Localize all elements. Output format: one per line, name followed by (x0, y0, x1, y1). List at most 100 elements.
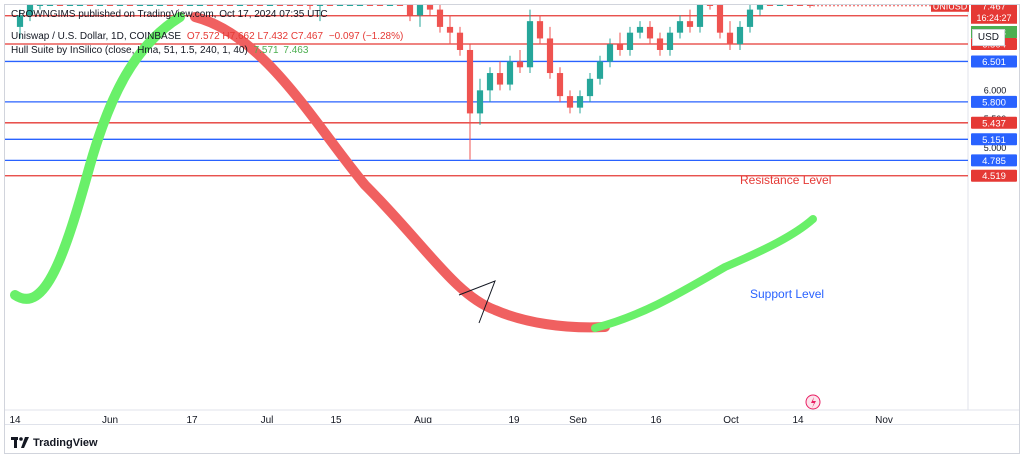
symbol-tag-label: UNIUSD (933, 5, 968, 11)
level-badge (971, 169, 1017, 182)
candle-body (406, 5, 414, 16)
symbol-tag (931, 5, 969, 12)
candle-body (206, 5, 214, 6)
last-price-badge (971, 5, 1017, 24)
candle-body (136, 5, 144, 6)
price-tick-label: 6.000 (984, 85, 1007, 95)
footer-divider (5, 424, 1019, 425)
candle-body (356, 5, 364, 6)
candle-body (616, 44, 624, 50)
date-tick-label: Jul (261, 415, 274, 423)
candle-body (436, 9, 444, 27)
candle-body (266, 5, 274, 6)
candle-body (116, 5, 124, 6)
candle-body (796, 5, 804, 6)
candle-body (106, 5, 114, 6)
candle-body (576, 96, 584, 108)
bar-timer-label: 16:24:27 (976, 13, 1011, 23)
candle-body (426, 5, 434, 10)
level-badge-label: 4.519 (982, 171, 1006, 182)
currency-button[interactable]: USD (971, 29, 1005, 46)
level-badge (971, 95, 1017, 108)
date-tick-label: 17 (186, 415, 198, 423)
lightning-icon (811, 397, 816, 408)
candle-body (566, 96, 574, 108)
candle-body (236, 5, 244, 6)
level-badge-label: 5.437 (982, 118, 1006, 129)
candle-body (416, 5, 424, 16)
candle-body (346, 5, 354, 6)
candle-body (666, 32, 674, 50)
date-tick-label: Jun (102, 415, 118, 423)
tradingview-logo-icon (11, 437, 29, 448)
symbol-legend[interactable]: Uniswap / U.S. Dollar, 1D, COINBASE O7.5… (11, 31, 403, 42)
footer: TradingView (11, 437, 98, 449)
candle-body (376, 5, 384, 6)
candle-body (746, 9, 754, 27)
candle-body (586, 78, 594, 97)
level-badge (971, 133, 1017, 146)
candle-body (86, 5, 94, 6)
level-badge-label: 5.800 (982, 97, 1006, 108)
candle-body (166, 5, 174, 6)
publish-info: CROWNGIMS published on TradingView.com, … (11, 9, 328, 20)
candle-body (776, 5, 784, 6)
candle-body (156, 5, 164, 6)
candle-body (76, 5, 84, 6)
candle-body (646, 26, 654, 39)
candle-body (676, 21, 684, 33)
date-tick-label: 14 (9, 415, 21, 423)
level-badge-label: 5.151 (982, 135, 1006, 146)
footer-brand: TradingView (33, 437, 98, 449)
candle-body (486, 73, 494, 91)
ohlc-values: O7.572 H7.662 L7.432 C7.467 (186, 31, 324, 42)
candle-body (596, 61, 604, 79)
support-annotation: Support Level (750, 287, 824, 301)
candle-body (146, 5, 154, 6)
level-badge (971, 154, 1017, 167)
date-tick-label: 15 (330, 415, 342, 423)
candle-body (556, 73, 564, 97)
candle-body (706, 5, 714, 6)
candle-body (466, 49, 474, 114)
date-tick-label: 19 (508, 415, 520, 423)
date-tick-label: Aug (414, 415, 432, 423)
candle-body (316, 5, 324, 6)
candle-body (196, 5, 204, 6)
price-change: −0.097 (−1.28%) (328, 31, 404, 42)
candle-body (536, 21, 544, 39)
candle-body (806, 5, 814, 6)
indicator-value-2: 7.463 (283, 45, 309, 56)
candle-body (696, 5, 704, 27)
chart-frame: 7.0006.5006.0005.5005.00014Jun17Jul15Aug… (4, 4, 1020, 454)
candle-body (226, 5, 234, 6)
date-tick-label: 14 (792, 415, 804, 423)
candle-body (716, 5, 724, 33)
level-badge (971, 55, 1017, 68)
last-price-label: 7.467 (982, 5, 1006, 12)
candle-body (636, 26, 644, 33)
date-tick-label: 16 (650, 415, 662, 423)
date-tick-label: Nov (875, 415, 893, 423)
candle-body (66, 5, 74, 6)
level-badge (971, 116, 1017, 129)
price-tick-label: 5.000 (984, 143, 1007, 153)
candle-body (726, 32, 734, 45)
candle-body (446, 26, 454, 33)
candle-body (186, 5, 194, 6)
candle-body (176, 5, 184, 6)
candle-body (276, 5, 284, 6)
candle-body (476, 90, 484, 114)
candle-body (36, 5, 44, 6)
candle-body (756, 5, 764, 10)
candle-body (246, 5, 254, 6)
resistance-annotation: Resistance Level (740, 173, 831, 187)
candle-body (386, 5, 394, 6)
candle-body (396, 5, 404, 6)
level-badge-label: 6.501 (982, 57, 1006, 68)
candle-body (216, 5, 224, 6)
indicator-legend[interactable]: Hull Suite by InSilico (close, Hma, 51, … (11, 45, 308, 56)
candle-body (686, 21, 694, 27)
price-chart[interactable]: 7.0006.5006.0005.5005.00014Jun17Jul15Aug… (5, 5, 1020, 423)
indicator-name: Hull Suite by InSilico (close, Hma, 51, … (11, 45, 248, 56)
